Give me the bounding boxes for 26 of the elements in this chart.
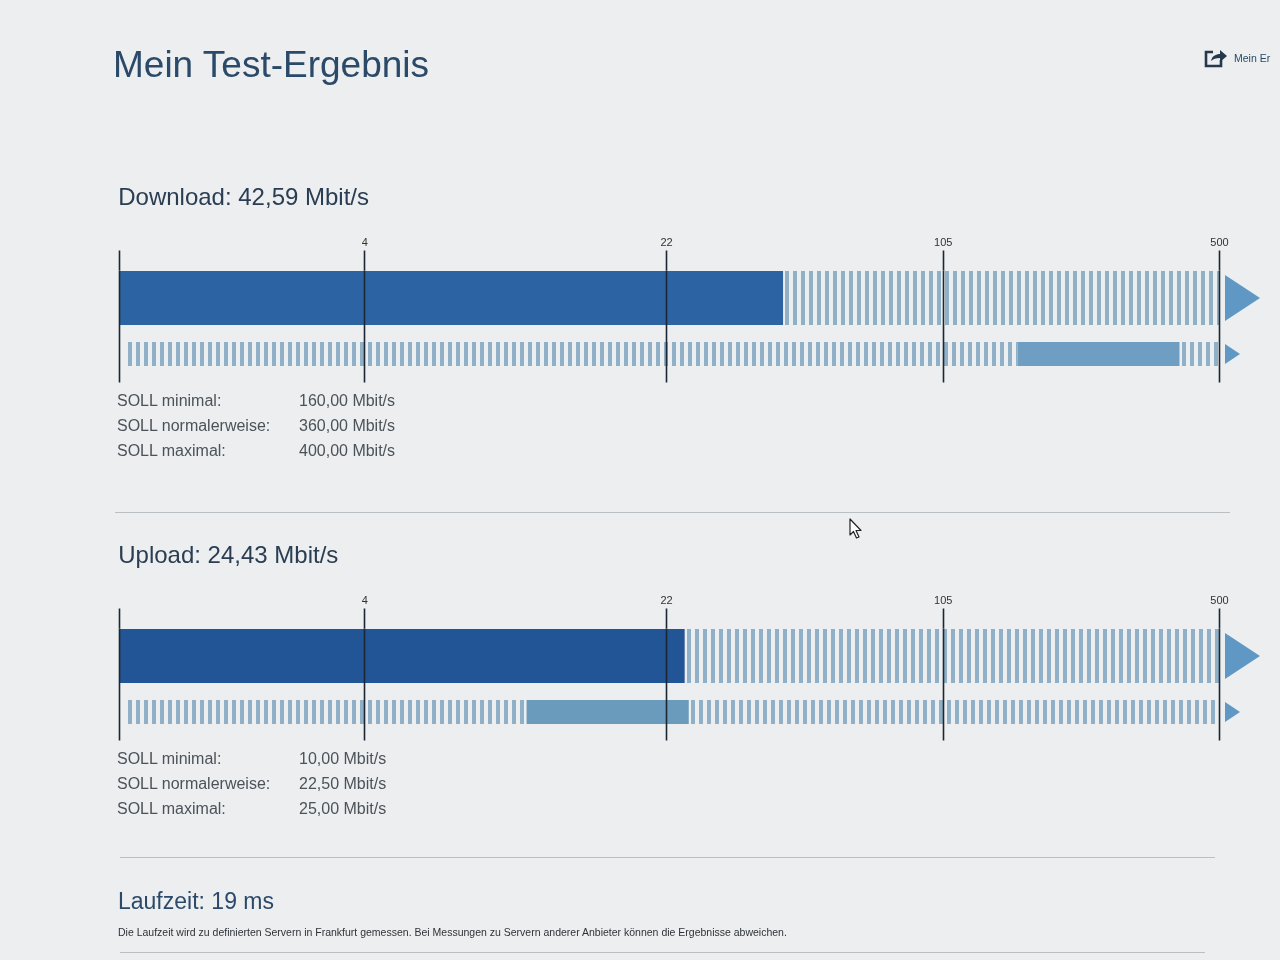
text: SOLL maximal:: [117, 442, 226, 460]
text: 22,50 Mbit/s: [299, 775, 387, 793]
text: SOLL normalerweise:: [117, 417, 271, 435]
text: Die Laufzeit wird zu definierten Servern in Frankfurt gemessen. Bei Messungen zu Servern anderer Anbieter können die Ergebnisse abweichen.: [118, 926, 787, 939]
x-tick-label: 4: [361, 593, 368, 606]
x-tick-label: 500: [1210, 235, 1229, 248]
text: 360,00 Mbit/s: [299, 417, 396, 435]
text: SOLL maximal:: [117, 800, 226, 818]
x-tick-label: 105: [934, 235, 953, 248]
x-tick-label: 22: [660, 593, 673, 606]
text: SOLL minimal:: [117, 750, 222, 768]
text: 25,00 Mbit/s: [299, 800, 387, 818]
text: Mein Test-Ergebnis: [113, 44, 430, 87]
x-tick-label: 500: [1210, 593, 1229, 606]
text: Mein Er: [1234, 52, 1271, 64]
text: SOLL minimal:: [117, 392, 222, 410]
x-tick-label: 4: [361, 235, 368, 248]
text: 400,00 Mbit/s: [299, 442, 396, 460]
chart-title: Download: 42,59 Mbit/s: [118, 183, 370, 210]
x-tick-label: 105: [934, 593, 953, 606]
text: 10,00 Mbit/s: [299, 750, 387, 768]
x-tick-label: 22: [660, 235, 673, 248]
text: 160,00 Mbit/s: [299, 392, 396, 410]
text: SOLL normalerweise:: [117, 775, 271, 793]
text: Laufzeit: 19 ms: [118, 888, 274, 915]
chart-title: Upload: 24,43 Mbit/s: [118, 541, 339, 568]
